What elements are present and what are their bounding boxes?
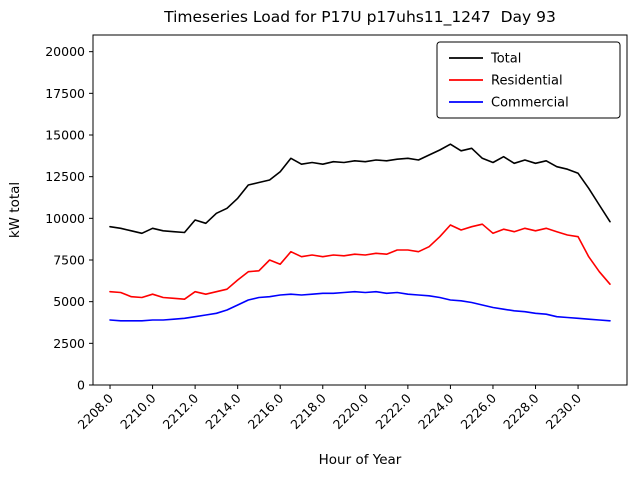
series-line-residential — [109, 223, 611, 301]
x-tick-label: 2210.0 — [117, 390, 159, 432]
x-tick-label: 2228.0 — [500, 390, 542, 432]
y-tick-label: 5000 — [53, 294, 85, 309]
series-line-commercial — [109, 290, 611, 322]
x-tick-label: 2218.0 — [287, 390, 329, 432]
chart-title: Timeseries Load for P17U p17uhs11_1247 D… — [163, 8, 556, 27]
x-tick-label: 2222.0 — [372, 390, 414, 432]
legend-label-residential: Residential — [491, 74, 563, 89]
legend-label-total: Total — [490, 52, 521, 67]
plot-frame — [92, 34, 628, 386]
x-tick-label: 2226.0 — [458, 390, 500, 432]
x-tick-label: 2224.0 — [415, 390, 457, 432]
x-tick-label: 2230.0 — [543, 390, 585, 432]
y-tick-label: 2500 — [53, 336, 85, 351]
x-axis-label: Hour of Year — [319, 452, 402, 468]
x-tick-label: 2214.0 — [202, 390, 244, 432]
y-tick-label: 10000 — [45, 211, 85, 226]
y-tick-label: 20000 — [45, 44, 85, 59]
y-axis-label: kW total — [7, 182, 23, 238]
series-line-total — [109, 143, 611, 235]
x-tick-label: 2220.0 — [330, 390, 372, 432]
legend-label-commercial: Commercial — [491, 96, 569, 111]
plot-area: 0 2500 5000 7500 10000 12500 15000 17500 20000 22… — [45, 34, 628, 432]
x-tick-label: 2212.0 — [160, 390, 202, 432]
y-tick-label: 7500 — [53, 253, 85, 268]
y-tick-label: 15000 — [45, 128, 85, 143]
y-tick-label: 17500 — [45, 86, 85, 101]
x-tick-label: 2208.0 — [75, 390, 117, 432]
x-tick-label: 2216.0 — [245, 390, 287, 432]
legend-box — [436, 41, 621, 119]
y-tick-label: 0 — [77, 378, 85, 393]
y-tick-label: 12500 — [45, 169, 85, 184]
